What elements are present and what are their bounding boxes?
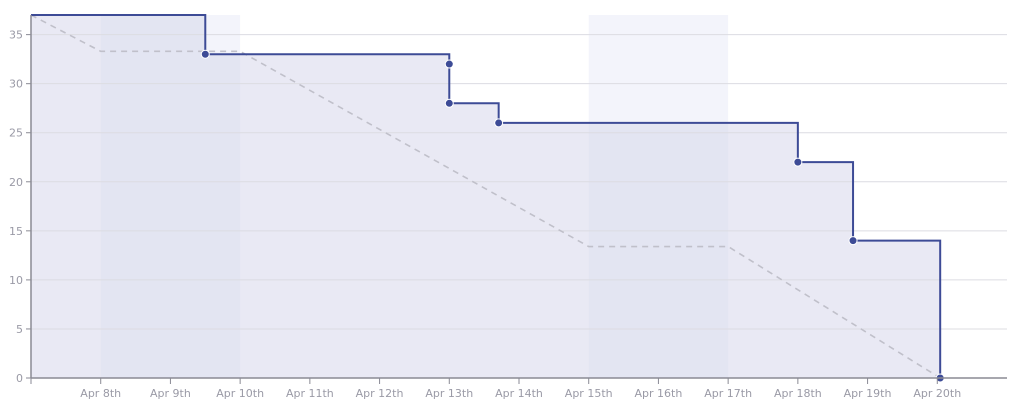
x-tick-label: Apr 14th — [495, 387, 543, 400]
data-point — [494, 118, 504, 128]
x-tick-label: Apr 15th — [565, 387, 613, 400]
data-point — [444, 59, 454, 69]
data-points — [200, 49, 945, 383]
x-tick-label: Apr 16th — [635, 387, 683, 400]
data-point — [848, 236, 858, 246]
data-point — [444, 98, 454, 108]
x-tick-label: Apr 18th — [774, 387, 822, 400]
y-tick-label: 25 — [9, 127, 23, 140]
x-tick-label: Apr 20th — [913, 387, 961, 400]
remaining-area — [31, 15, 941, 378]
x-tick-label: Apr 9th — [150, 387, 191, 400]
y-tick-label: 30 — [9, 78, 23, 91]
x-tick-label: Apr 8th — [80, 387, 121, 400]
x-tick-label: Apr 17th — [704, 387, 752, 400]
weekend-band-under-area-1 — [100, 15, 241, 378]
y-tick-label: 15 — [9, 225, 23, 238]
y-tick-label: 35 — [9, 29, 23, 42]
x-tick-label: Apr 13th — [425, 387, 473, 400]
data-point — [200, 49, 210, 59]
actual-line — [31, 14, 942, 378]
x-tick-label: Apr 12th — [356, 387, 404, 400]
x-tick-label: Apr 11th — [286, 387, 334, 400]
axes: 0 5 10 15 20 25 30 35 Apr 8th Apr 9th Apr 10th Apr … — [9, 15, 1007, 400]
grid-lines — [31, 34, 1007, 330]
y-tick-label: 10 — [9, 274, 23, 287]
y-tick-label: 5 — [16, 323, 23, 336]
y-tick-label: 0 — [16, 372, 23, 385]
y-tick-label: 20 — [9, 176, 23, 189]
data-point — [793, 157, 803, 167]
x-tick-label: Apr 10th — [216, 387, 264, 400]
x-tick-label: Apr 19th — [844, 387, 892, 400]
actual-line-path — [31, 14, 942, 378]
